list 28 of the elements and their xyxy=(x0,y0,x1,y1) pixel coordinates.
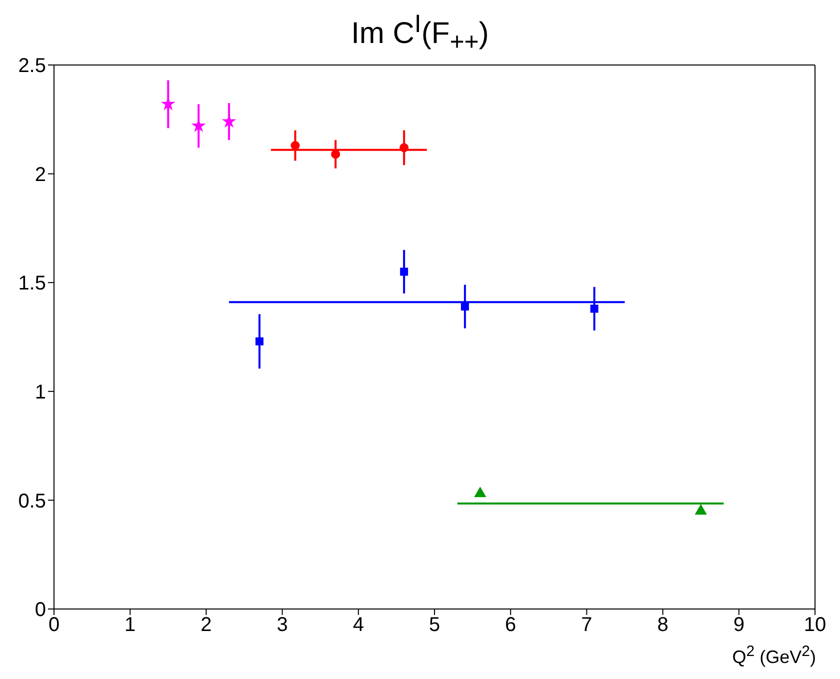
point xyxy=(160,96,176,110)
y-tick-label: 0 xyxy=(34,599,46,622)
x-tick-label: 4 xyxy=(352,614,364,636)
x-tick-label: 9 xyxy=(733,614,744,636)
point xyxy=(460,302,469,311)
point xyxy=(400,143,409,152)
y-tick-label: 0.5 xyxy=(18,490,46,512)
point xyxy=(331,150,340,159)
x-axis-title: Q$^{2}$ (GeV$^{2}$) xyxy=(732,643,816,668)
x-tick-label: 1 xyxy=(124,614,136,636)
x-tick-label: 5 xyxy=(428,614,440,636)
point xyxy=(400,268,408,276)
x-tick-label: 3 xyxy=(276,614,288,636)
point xyxy=(222,114,236,128)
y-tick-label: 2 xyxy=(34,164,46,186)
x-tick-label: 10 xyxy=(804,614,826,636)
x-tick-label: 8 xyxy=(657,614,668,636)
y-tick-label: 1.5 xyxy=(18,272,46,295)
y-tick-label: 2.5 xyxy=(18,55,46,78)
point xyxy=(474,486,486,498)
point xyxy=(694,504,707,515)
y-tick-label: 1 xyxy=(34,382,46,404)
x-tick-label: 2 xyxy=(200,614,212,636)
x-tick-label: 7 xyxy=(581,614,592,636)
point xyxy=(255,337,264,346)
x-tick-label: 6 xyxy=(505,614,516,636)
point xyxy=(590,304,598,313)
chart-title: Im C$^{I}$(F$_{++}$) xyxy=(350,10,490,57)
